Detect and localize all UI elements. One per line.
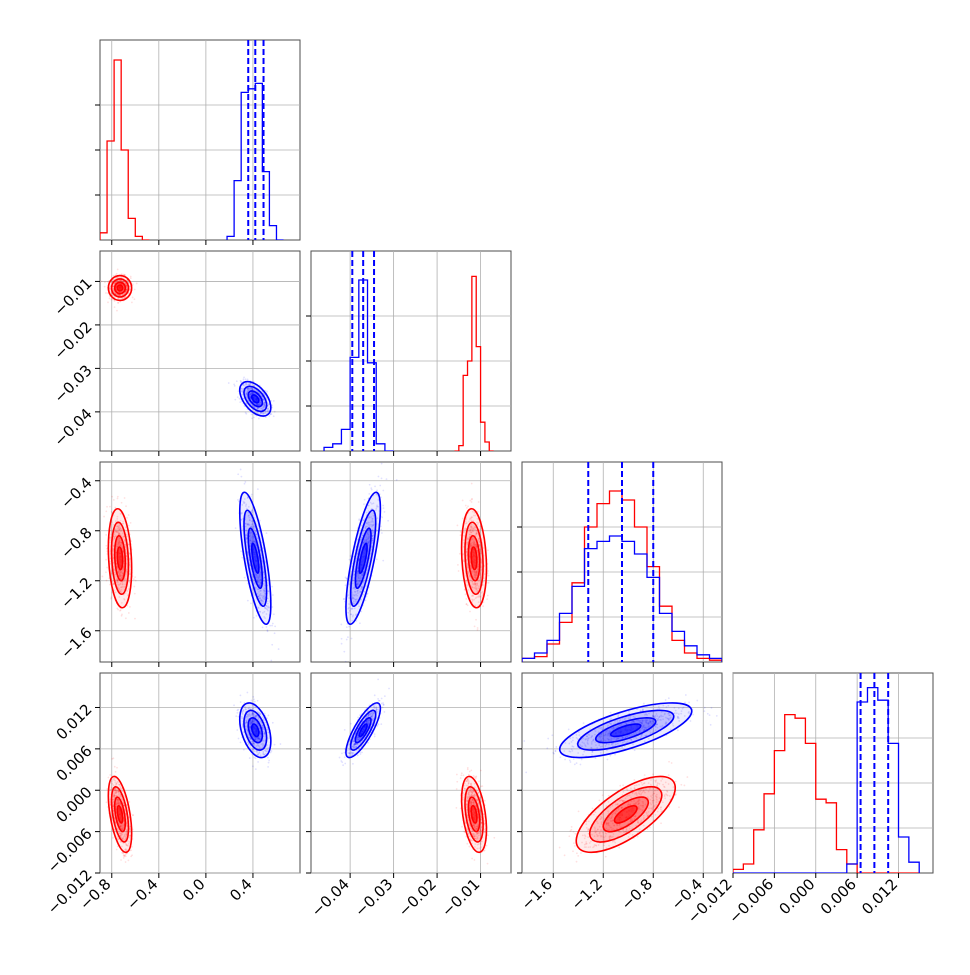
y-tick-label: 0.000 (53, 783, 96, 826)
x-tick-label: 0.4 (226, 875, 256, 905)
panel-3-1: −0.04−0.03−0.02−0.01 (306, 673, 511, 920)
x-tick-label: 0.0 (179, 875, 209, 905)
y-tick-label: 0.012 (53, 700, 96, 743)
panel-3-2: −1.6−1.2−0.8−0.4 (517, 673, 722, 914)
x-tick-label: −0.006 (725, 875, 777, 927)
x-tick-label: −0.01 (438, 875, 483, 920)
y-tick-label: −0.006 (44, 825, 96, 877)
y-tick-label: −0.4 (57, 474, 95, 512)
contour-red (117, 285, 122, 291)
x-tick-label: −0.02 (395, 875, 440, 920)
x-tick-label: −0.03 (351, 875, 396, 920)
y-tick-label: −1.6 (57, 624, 95, 662)
panel-2-0: −1.6 −1.2 −0.8 −0.4 (57, 439, 300, 667)
y-tick-label: −0.01 (50, 274, 95, 319)
panel-0-0 (95, 40, 300, 245)
panel-frame (733, 673, 933, 873)
x-tick-label: 0.006 (817, 875, 860, 918)
x-tick-label: −1.2 (568, 875, 606, 913)
panel-1-0: −0.04−0.03−0.02−0.01 (50, 251, 300, 456)
y-tick-label: −0.03 (50, 361, 95, 406)
panel-2-1 (306, 462, 511, 667)
contour-red (117, 547, 123, 570)
y-tick-label: −0.02 (50, 318, 95, 363)
y-tick-label: 0.006 (53, 742, 96, 785)
y-tick-label: −1.2 (57, 574, 95, 612)
x-tick-label: −1.6 (518, 875, 556, 913)
y-tick-label: −0.8 (57, 524, 95, 562)
y-tick-label: −0.04 (50, 405, 95, 450)
contour-red (471, 547, 478, 570)
panel-2-2 (517, 462, 722, 667)
x-tick-label: 0.000 (775, 875, 818, 918)
x-tick-label: −0.8 (618, 875, 656, 913)
x-tick-label: 0.012 (858, 875, 901, 918)
x-tick-label: −0.4 (123, 875, 161, 913)
panel-1-1 (306, 251, 511, 456)
x-tick-label: −0.04 (308, 875, 353, 920)
